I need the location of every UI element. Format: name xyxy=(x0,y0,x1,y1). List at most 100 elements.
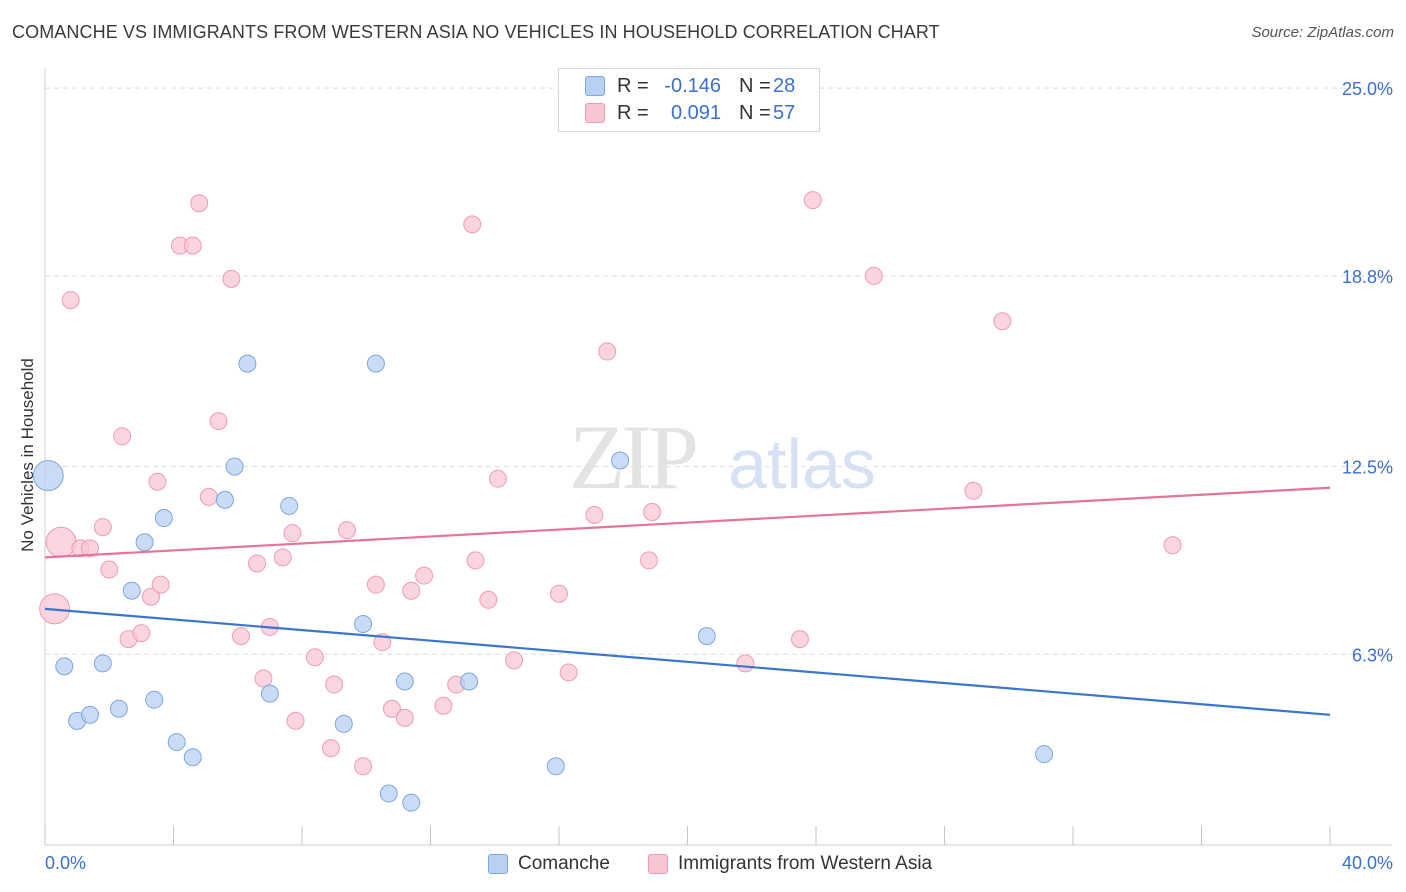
immigrants-point xyxy=(61,291,80,310)
comanche-point xyxy=(32,460,64,492)
immigrants-point xyxy=(643,502,662,521)
immigrants-point xyxy=(790,630,809,649)
immigrants-point xyxy=(151,575,170,594)
axes xyxy=(44,68,1392,846)
n-value: 28 xyxy=(773,74,796,97)
immigrants-point xyxy=(93,518,112,537)
immigrants-point xyxy=(183,236,202,255)
comanche-point xyxy=(55,657,74,676)
immigrants-point xyxy=(964,481,983,500)
immigrants-point xyxy=(559,663,578,682)
immigrants-point xyxy=(209,412,228,431)
n-value: 57 xyxy=(773,101,796,124)
immigrants-point xyxy=(550,584,568,603)
immigrants-point xyxy=(463,215,482,234)
x-tick-label: 40.0% xyxy=(1342,853,1393,873)
immigrants-legend-swatch xyxy=(648,854,668,874)
immigrants-trend-line xyxy=(44,486,1331,559)
y-tick-label: 25.0% xyxy=(1342,79,1393,99)
immigrants-point xyxy=(993,312,1012,331)
immigrants-point xyxy=(190,194,209,213)
comanche-point xyxy=(611,451,630,470)
comanche-point xyxy=(183,748,202,767)
immigrants-point xyxy=(505,651,524,670)
bottom-legend-comanche: Comanche xyxy=(488,851,610,877)
comanche-point xyxy=(1035,745,1054,764)
source-label: Source: ZipAtlas.com xyxy=(1251,24,1394,41)
immigrants-point xyxy=(113,427,132,446)
immigrants-point xyxy=(415,566,434,585)
comanche-swatch xyxy=(585,76,605,96)
comanche-point xyxy=(122,581,141,600)
comanche-point xyxy=(238,354,257,373)
comanche-point xyxy=(697,627,716,646)
series-comanche-points xyxy=(32,354,1054,812)
immigrants-point xyxy=(803,191,822,210)
immigrants-swatch xyxy=(585,103,605,123)
immigrants-point xyxy=(434,696,453,715)
correlation-legend: R = -0.146 N = 28 R = 0.091 N = 57 xyxy=(558,68,820,132)
comanche-point xyxy=(215,490,234,509)
comanche-point xyxy=(354,615,373,634)
immigrants-point xyxy=(1163,536,1182,555)
watermark-atlas: atlas xyxy=(728,425,876,503)
immigrants-point xyxy=(45,526,77,558)
immigrants-point xyxy=(366,575,385,594)
comanche-point xyxy=(395,672,414,691)
immigrants-point xyxy=(736,654,755,673)
y-tick-label: 18.8% xyxy=(1342,267,1393,287)
immigrants-point xyxy=(286,711,305,730)
x-tick-label: 0.0% xyxy=(45,853,86,873)
comanche-point xyxy=(93,654,112,673)
n-label: N = xyxy=(739,101,771,124)
immigrants-point xyxy=(639,551,658,570)
immigrants-point xyxy=(283,524,302,543)
comanche-legend-label: Comanche xyxy=(518,853,610,874)
immigrants-point xyxy=(132,624,151,643)
comanche-point xyxy=(366,354,385,373)
immigrants-point xyxy=(382,699,401,718)
comanche-point xyxy=(260,684,279,703)
immigrants-point xyxy=(488,469,507,488)
watermark-zip: ZIP xyxy=(569,406,696,508)
comanche-point xyxy=(167,733,186,752)
comanche-point xyxy=(135,533,154,552)
legend-row-comanche: R = -0.146 N = 28 xyxy=(585,74,795,98)
comanche-point xyxy=(280,496,299,515)
watermark: ZIP atlas xyxy=(569,406,876,508)
comanche-legend-swatch xyxy=(488,854,508,874)
immigrants-point xyxy=(100,560,119,579)
bottom-legend-immigrants: Immigrants from Western Asia xyxy=(648,851,932,877)
immigrants-point xyxy=(248,554,267,573)
y-axis-title: No Vehicles in Household xyxy=(18,358,37,552)
immigrants-point xyxy=(585,506,604,525)
comanche-point xyxy=(402,793,421,812)
immigrants-legend-label: Immigrants from Western Asia xyxy=(678,853,933,874)
comanche-point xyxy=(379,784,398,803)
r-label: R = xyxy=(617,101,649,124)
comanche-point xyxy=(546,757,565,776)
trend-lines xyxy=(44,486,1331,716)
n-label: N = xyxy=(739,74,771,97)
immigrants-point xyxy=(325,675,344,694)
legend-row-immigrants: R = 0.091 N = 57 xyxy=(585,101,795,125)
comanche-point xyxy=(109,699,128,718)
y-tick-label: 12.5% xyxy=(1342,458,1393,478)
r-label: R = xyxy=(617,74,649,97)
comanche-point xyxy=(460,672,479,691)
tick-labels: 6.3% 12.5% 18.8% 25.0% 0.0% 40.0% xyxy=(45,79,1393,873)
immigrants-point xyxy=(354,757,373,776)
immigrants-point xyxy=(273,548,292,567)
immigrants-point xyxy=(395,708,414,727)
immigrants-point xyxy=(142,587,161,606)
immigrants-point xyxy=(402,581,421,600)
r-value: -0.146 xyxy=(664,74,721,97)
immigrants-point xyxy=(864,266,883,285)
comanche-point xyxy=(334,714,353,733)
comanche-point xyxy=(80,705,99,724)
immigrants-point xyxy=(337,521,356,540)
immigrants-point xyxy=(479,590,498,609)
immigrants-point xyxy=(321,739,340,758)
immigrants-point xyxy=(222,269,241,288)
